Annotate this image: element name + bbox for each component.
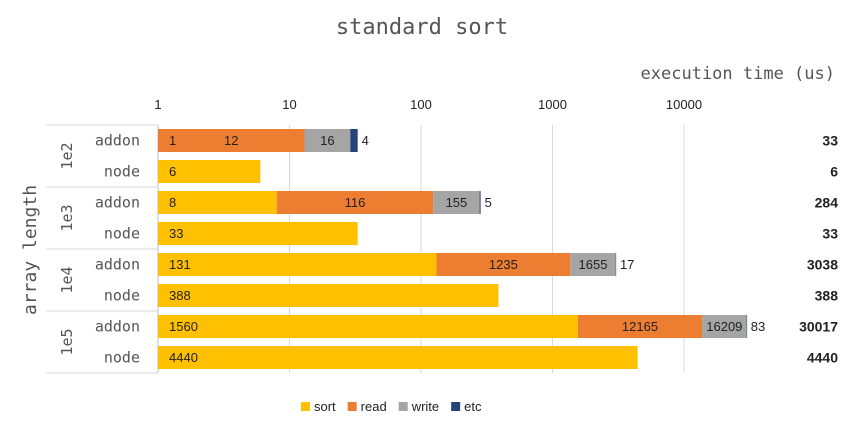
bar-segment-etc: [746, 315, 748, 338]
legend: sort read write etc: [301, 399, 482, 414]
x-tick-label: 100: [410, 97, 432, 112]
row-label: addon: [95, 318, 140, 336]
bar-segment-write: [570, 253, 616, 276]
data-label: 4440: [169, 350, 198, 365]
row-label: node: [104, 163, 140, 181]
data-label: 16: [320, 133, 334, 148]
data-label: 116: [345, 195, 366, 210]
data-label: 8: [169, 195, 176, 210]
row-label: addon: [95, 256, 140, 274]
data-label: 1560: [169, 319, 198, 334]
bar-segment-write: [433, 191, 480, 214]
y-axis-label: array length: [20, 185, 41, 315]
bar-segment-read: [158, 129, 305, 152]
data-label: 33: [169, 226, 183, 241]
row-total: 388: [815, 288, 839, 304]
row-total: 284: [815, 195, 839, 211]
bar-segment-sort: [158, 160, 261, 183]
data-label: 12: [224, 133, 238, 148]
group-label: 1e5: [58, 328, 76, 355]
legend-swatch: [301, 402, 310, 411]
row-total: 30017: [799, 319, 838, 335]
bar-segment-etc: [350, 129, 358, 152]
data-label: 131: [169, 257, 191, 272]
data-label: 12165: [622, 319, 658, 334]
bar-segment-sort: [158, 253, 437, 276]
legend-label: write: [411, 399, 439, 414]
x-tick-label: 1000: [538, 97, 567, 112]
data-label: 388: [169, 288, 191, 303]
x-tick-label: 10: [282, 97, 296, 112]
legend-swatch: [398, 402, 408, 411]
data-label: 1: [169, 133, 176, 148]
data-label: 155: [446, 195, 468, 210]
data-label: 1235: [489, 257, 518, 272]
bar-segment-read: [577, 315, 703, 338]
bar-segment-read: [436, 253, 571, 276]
bar-segment-write: [304, 129, 351, 152]
row-label: node: [104, 287, 140, 305]
data-label: 17: [620, 257, 634, 272]
bar-segment-sort: [158, 222, 358, 245]
legend-swatch: [347, 402, 357, 411]
bar-segment-sort: [158, 315, 578, 338]
row-label: addon: [95, 194, 140, 212]
legend-swatch: [451, 402, 461, 411]
group-label: 1e2: [58, 142, 76, 169]
legend-label: sort: [314, 399, 336, 414]
data-label: 16209: [706, 319, 742, 334]
data-label: 6: [169, 164, 176, 179]
bars-layer: [158, 129, 748, 369]
bar-segment-sort: [158, 346, 638, 369]
row-label: node: [104, 349, 140, 367]
x-tick-label: 1: [154, 97, 161, 112]
data-label: 5: [485, 195, 492, 210]
data-label: 4: [362, 133, 369, 148]
bar-segment-read: [276, 191, 434, 214]
row-total: 33: [822, 226, 838, 242]
legend-label: etc: [464, 399, 482, 414]
row-label: node: [104, 225, 140, 243]
bar-segment-etc: [479, 191, 481, 214]
x-axis-label: execution time (us): [641, 64, 835, 84]
data-label: 83: [751, 319, 765, 334]
labels-layer: 1 10 100 1000 10000 1e2 addon 1 12 16 4 33 node 6 6 1e3…: [58, 97, 838, 367]
x-tick-label: 10000: [666, 97, 702, 112]
group-label: 1e4: [58, 266, 76, 293]
row-total: 6: [830, 164, 838, 180]
bar-segment-etc: [615, 253, 617, 276]
row-total: 3038: [807, 257, 838, 273]
bar-segment-sort: [158, 191, 277, 214]
bar-segment-sort: [158, 284, 499, 307]
group-label: 1e3: [58, 204, 76, 231]
data-label: 1655: [579, 257, 608, 272]
row-total: 33: [822, 133, 838, 149]
chart-title: standard sort: [336, 15, 508, 40]
legend-label: read: [361, 399, 387, 414]
bar-segment-write: [702, 315, 747, 338]
row-label: addon: [95, 132, 140, 150]
row-total: 4440: [807, 350, 838, 366]
